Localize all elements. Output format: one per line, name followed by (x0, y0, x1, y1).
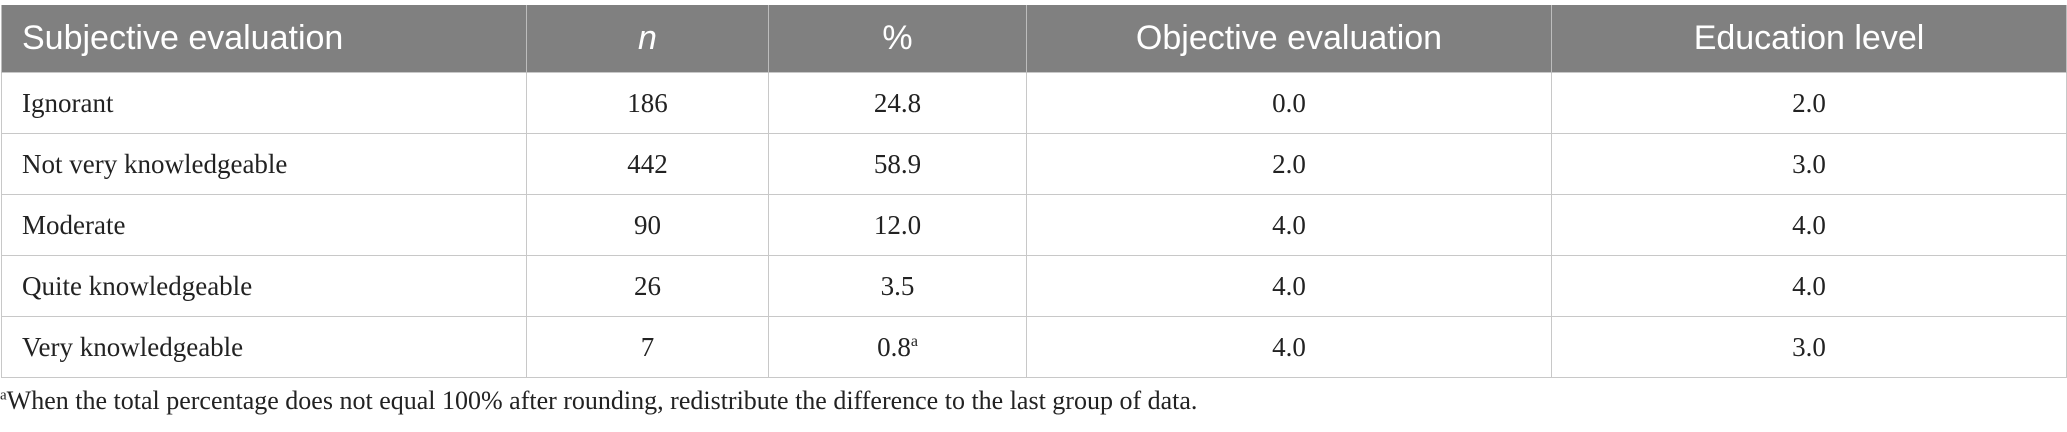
cell-n: 442 (526, 133, 769, 195)
cell-subjective: Moderate (1, 194, 527, 256)
cell-education: 3.0 (1551, 316, 2067, 378)
cell-subjective: Ignorant (1, 72, 527, 134)
cell-percent: 0.8a (768, 316, 1027, 378)
cell-objective: 4.0 (1026, 316, 1552, 378)
data-table: Subjective evaluation n % Objective eval… (1, 5, 2067, 378)
table-row: Ignorant 186 24.8 0.0 2.0 (1, 72, 2067, 134)
table-row: Not very knowledgeable 442 58.9 2.0 3.0 (1, 133, 2067, 195)
table-footnote: aWhen the total percentage does not equa… (0, 386, 2067, 416)
cell-education: 3.0 (1551, 133, 2067, 195)
cell-percent: 12.0 (768, 194, 1027, 256)
header-percent: % (768, 5, 1027, 73)
cell-subjective: Quite knowledgeable (1, 255, 527, 317)
cell-n: 26 (526, 255, 769, 317)
footnote-text: When the total percentage does not equal… (6, 386, 1198, 415)
cell-education: 4.0 (1551, 194, 2067, 256)
header-objective-evaluation: Objective evaluation (1026, 5, 1552, 73)
cell-percent: 58.9 (768, 133, 1027, 195)
table-row: Quite knowledgeable 26 3.5 4.0 4.0 (1, 255, 2067, 317)
cell-objective: 4.0 (1026, 194, 1552, 256)
cell-percent: 3.5 (768, 255, 1027, 317)
percent-value: 58.9 (873, 148, 922, 179)
cell-n: 90 (526, 194, 769, 256)
cell-objective: 2.0 (1026, 133, 1552, 195)
cell-subjective: Not very knowledgeable (1, 133, 527, 195)
cell-education: 2.0 (1551, 72, 2067, 134)
cell-education: 4.0 (1551, 255, 2067, 317)
cell-objective: 0.0 (1026, 72, 1552, 134)
percent-value: 12.0 (873, 209, 922, 240)
cell-percent: 24.8 (768, 72, 1027, 134)
percent-footnote-marker: a (910, 332, 918, 350)
header-row: Subjective evaluation n % Objective eval… (1, 5, 2067, 73)
table-container: Subjective evaluation n % Objective eval… (0, 5, 2067, 416)
cell-objective: 4.0 (1026, 255, 1552, 317)
table-row: Very knowledgeable 7 0.8a 4.0 3.0 (1, 316, 2067, 378)
percent-value: 24.8 (873, 87, 922, 118)
header-subjective-evaluation: Subjective evaluation (1, 5, 527, 73)
cell-subjective: Very knowledgeable (1, 316, 527, 378)
cell-n: 7 (526, 316, 769, 378)
percent-value: 0.8 (877, 331, 911, 362)
cell-n: 186 (526, 72, 769, 134)
header-education-level: Education level (1551, 5, 2067, 73)
percent-value: 3.5 (880, 270, 915, 301)
table-row: Moderate 90 12.0 4.0 4.0 (1, 194, 2067, 256)
footnote-marker: a (0, 387, 7, 404)
header-n: n (526, 5, 769, 73)
